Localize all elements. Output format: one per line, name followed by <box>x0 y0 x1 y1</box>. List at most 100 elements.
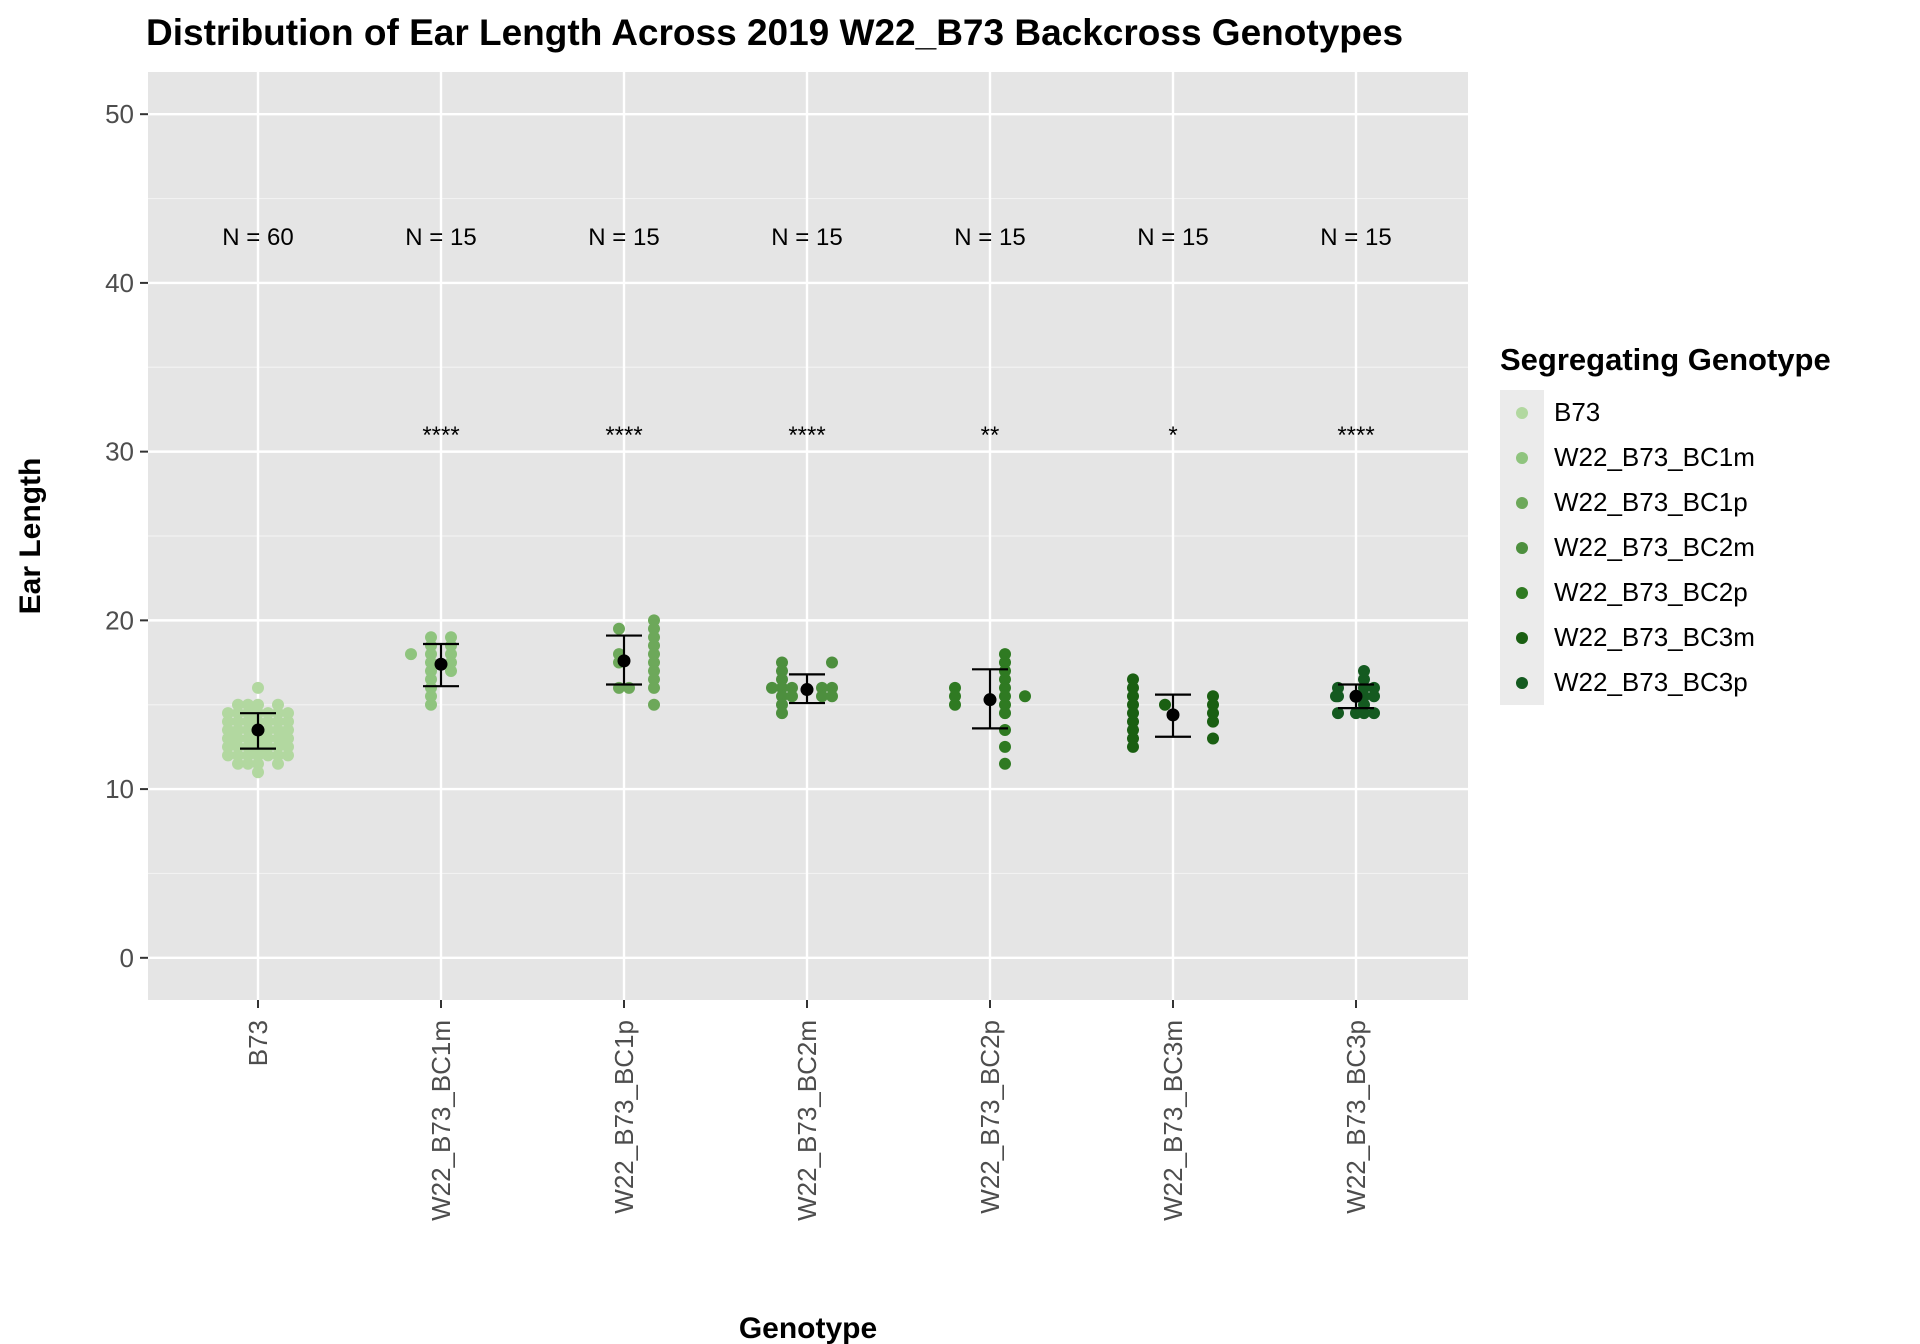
y-tick-label: 30 <box>105 437 134 467</box>
data-point <box>227 732 239 745</box>
legend-dot <box>1516 541 1528 554</box>
data-point <box>776 690 788 703</box>
data-point <box>232 715 244 728</box>
legend-key <box>1500 525 1544 570</box>
data-point <box>648 631 660 644</box>
legend-item: W22_B73_BC1m <box>1500 435 1831 480</box>
data-point <box>232 757 244 770</box>
data-point <box>1368 690 1380 703</box>
data-point <box>1358 664 1370 677</box>
data-point <box>786 681 798 694</box>
data-point <box>999 757 1011 770</box>
legend-key <box>1500 615 1544 660</box>
significance-label: **** <box>422 422 459 449</box>
mean-error-bars <box>240 634 1374 750</box>
data-point <box>445 664 457 677</box>
legend-label: W22_B73_BC1m <box>1554 442 1755 472</box>
data-point <box>242 749 254 762</box>
y-axis: 0 10 20 30 40 50 <box>105 99 148 973</box>
x-tick-label: W22_B73_BC2m <box>792 1020 822 1221</box>
data-point <box>648 698 660 711</box>
x-tick-label: W22_B73_BC3p <box>1341 1020 1371 1214</box>
data-point <box>949 681 961 694</box>
legend-key <box>1500 480 1544 525</box>
x-tick-label: W22_B73_BC2p <box>975 1020 1005 1214</box>
data-point <box>766 681 778 694</box>
legend-item: W22_B73_BC2m <box>1500 525 1831 570</box>
data-point <box>1127 715 1139 728</box>
data-point <box>1127 740 1139 753</box>
data-point <box>222 715 234 728</box>
data-point <box>776 664 788 677</box>
data-point <box>1127 681 1139 694</box>
data-point <box>272 707 284 720</box>
data-point <box>999 740 1011 753</box>
y-axis-title: Ear Length <box>14 458 47 615</box>
data-point <box>1350 707 1362 720</box>
data-point <box>1207 707 1219 720</box>
data-point <box>445 648 457 661</box>
data-point <box>776 707 788 720</box>
data-point <box>232 707 244 720</box>
count-label: N = 15 <box>1137 224 1208 251</box>
y-tick-label: 40 <box>105 268 134 298</box>
data-point <box>272 757 284 770</box>
data-point <box>648 639 660 652</box>
data-point <box>1127 707 1139 720</box>
data-point <box>1127 698 1139 711</box>
data-point <box>425 698 437 711</box>
data-point <box>776 673 788 686</box>
x-axis: B73 W22_B73_BC1m W22_B73_BC1p W22_B73_BC2m W… <box>243 1000 1371 1221</box>
data-point <box>1358 673 1370 686</box>
data-point <box>999 656 1011 669</box>
data-point <box>776 681 788 694</box>
data-point <box>648 664 660 677</box>
data-point <box>826 681 838 694</box>
data-point <box>425 681 437 694</box>
legend-label: W22_B73_BC3m <box>1554 622 1755 652</box>
data-point <box>242 757 254 770</box>
legend-dot <box>1516 496 1528 509</box>
data-point <box>826 690 838 703</box>
mean-point <box>1166 708 1180 722</box>
legend-dot <box>1516 676 1528 689</box>
data-point <box>282 715 294 728</box>
data-point <box>405 648 417 661</box>
data-point <box>1127 690 1139 703</box>
data-point <box>1127 724 1139 737</box>
data-point <box>232 749 244 762</box>
data-point <box>786 690 798 703</box>
major-gridlines <box>148 72 1468 1000</box>
data-point <box>999 664 1011 677</box>
data-point <box>1207 715 1219 728</box>
data-point <box>1207 698 1219 711</box>
data-point <box>816 690 828 703</box>
legend-items: B73 W22_B73_BC1m W22_B73_BC1p W22_B73_BC2m W… <box>1500 390 1831 705</box>
legend-item: B73 <box>1500 390 1831 435</box>
data-point <box>949 690 961 703</box>
data-point <box>1332 707 1344 720</box>
significance-label: **** <box>605 422 642 449</box>
data-point <box>1368 707 1380 720</box>
data-point <box>425 673 437 686</box>
legend-key <box>1500 570 1544 615</box>
data-point <box>425 639 437 652</box>
data-point <box>425 648 437 661</box>
data-point <box>776 698 788 711</box>
data-point <box>613 622 625 635</box>
mean-point <box>983 693 997 707</box>
annotations: N = 60 N = 15 N = 15 N = 15 N = 15 N = 15 N = … <box>222 224 1391 449</box>
data-point <box>1207 732 1219 745</box>
significance-label: * <box>1168 422 1177 449</box>
data-point <box>257 740 269 753</box>
count-label: N = 15 <box>588 224 659 251</box>
data-point <box>425 656 437 669</box>
data-point <box>425 631 437 644</box>
data-point <box>425 664 437 677</box>
data-point <box>1159 698 1171 711</box>
count-label: N = 15 <box>771 224 842 251</box>
legend-title: Segregating Genotype <box>1500 342 1831 377</box>
data-point <box>826 656 838 669</box>
data-point <box>999 673 1011 686</box>
